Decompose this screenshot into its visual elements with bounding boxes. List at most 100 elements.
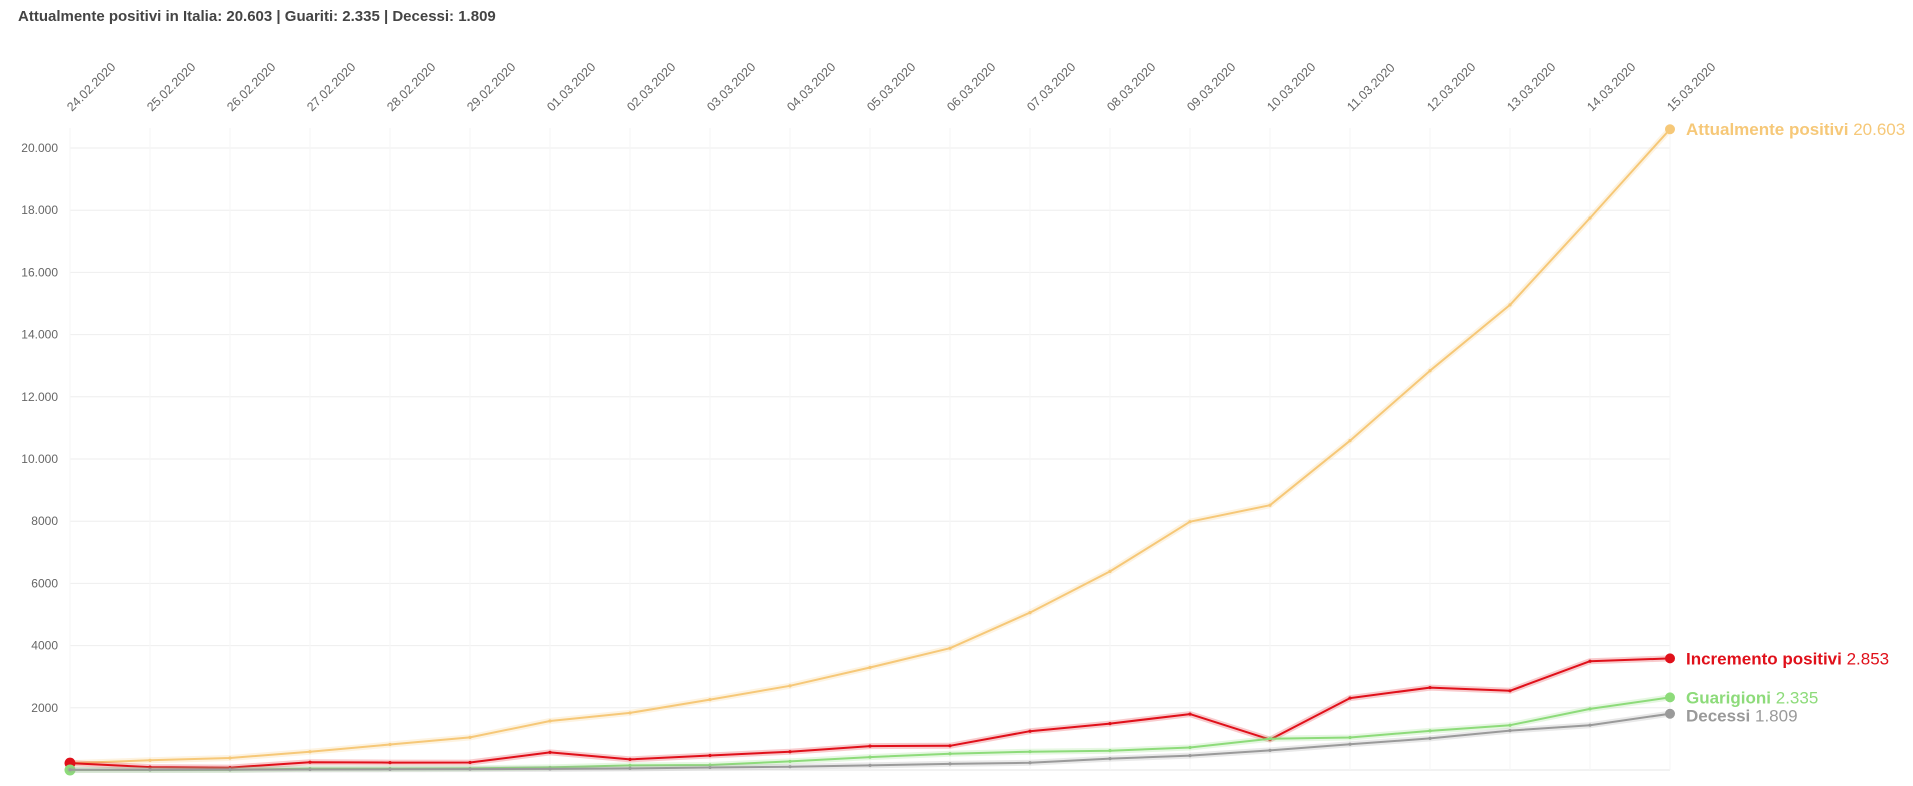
data-point-attualmente-positivi [868,665,872,670]
data-point-incremento-positivi [548,750,552,754]
end-marker-decessi [1665,708,1675,719]
data-point-decessi [1268,748,1272,752]
x-tick-label: 12.03.2020 [1424,60,1478,114]
x-tick-label: 04.03.2020 [784,60,838,114]
end-label-name: Incremento positivi [1686,649,1847,668]
data-point-incremento-positivi [1428,685,1432,690]
data-point-guarigioni [708,763,712,767]
data-point-attualmente-positivi [1028,611,1032,615]
data-point-decessi [948,762,952,766]
data-point-attualmente-positivi [1268,503,1272,507]
data-point-incremento-positivi [1588,659,1592,663]
data-point-attualmente-positivi [628,711,632,715]
data-point-incremento-positivi [308,760,312,764]
x-tick-label: 26.02.2020 [224,60,278,114]
data-point-attualmente-positivi [1508,303,1512,307]
x-tick-label: 27.02.2020 [304,60,358,114]
data-point-guarigioni [868,755,872,759]
data-point-decessi [868,763,872,767]
y-tick-label: 10.000 [21,452,58,466]
data-point-incremento-positivi [708,753,712,758]
y-axis-ticks: 2000 4000 6000 8000 10.000 12.000 14.000 16.000… [21,141,58,715]
data-point-decessi [1508,729,1512,733]
data-point-guarigioni [1588,707,1592,711]
data-point-incremento-positivi [148,765,152,769]
data-point-incremento-positivi [868,744,872,748]
x-tick-label: 02.03.2020 [624,60,678,114]
data-point-guarigioni [788,759,792,764]
end-marker-incremento-positivi [1665,653,1675,664]
data-point-decessi [1588,723,1592,727]
data-point-attualmente-positivi [1348,439,1352,443]
data-point-decessi [1348,742,1352,746]
x-tick-label: 03.03.2020 [704,60,758,114]
data-point-decessi [628,766,632,770]
x-tick-label: 05.03.2020 [864,60,918,114]
data-point-incremento-positivi [1188,712,1192,716]
x-tick-label: 06.03.2020 [944,60,998,114]
data-point-attualmente-positivi [1428,369,1432,373]
data-point-attualmente-positivi [948,646,952,650]
data-point-decessi [1188,754,1192,758]
y-tick-label: 12.000 [21,390,58,404]
y-tick-label: 14.000 [21,328,58,342]
x-tick-label: 08.03.2020 [1104,60,1158,114]
x-tick-label: 15.03.2020 [1664,60,1718,114]
grid-lines [69,128,1671,771]
data-point-attualmente-positivi [788,684,792,688]
end-labels: Attualmente positivi 20.603 Incremento po… [1665,120,1905,725]
data-point-incremento-positivi [948,744,952,748]
x-tick-label: 29.02.2020 [464,60,518,114]
data-point-incremento-positivi [1348,696,1352,700]
data-point-decessi [68,768,72,772]
end-label-decessi: Decessi 1.809 [1686,706,1798,725]
x-tick-label: 01.03.2020 [544,60,598,114]
data-point-decessi [788,765,792,769]
end-label-name: Attualmente positivi [1686,120,1853,139]
end-label-value: 2.335 [1776,688,1819,707]
data-point-decessi [468,767,472,771]
data-point-guarigioni [1028,750,1032,754]
data-point-decessi [708,765,712,770]
end-label-value: 20.603 [1853,120,1905,139]
data-point-decessi [1108,757,1112,761]
data-point-attualmente-positivi [548,719,552,723]
x-tick-label: 13.03.2020 [1504,60,1558,114]
data-point-guarigioni [948,752,952,756]
data-point-decessi [1428,736,1432,741]
data-point-guarigioni [1188,745,1192,750]
x-tick-label: 28.02.2020 [384,60,438,114]
data-point-decessi [388,767,392,771]
y-tick-label: 6000 [31,576,58,590]
data-point-attualmente-positivi [1588,216,1592,220]
data-point-attualmente-positivi [1108,569,1112,573]
y-tick-label: 20.000 [21,141,58,155]
data-point-incremento-positivi [1028,729,1032,733]
x-tick-label: 11.03.2020 [1344,61,1398,115]
data-point-attualmente-positivi [308,750,312,754]
data-point-decessi [228,768,232,772]
data-point-incremento-positivi [468,760,472,765]
data-point-decessi [308,767,312,772]
chart-title: Attualmente positivi in Italia: 20.603 |… [18,8,496,25]
data-point-incremento-positivi [1108,721,1112,726]
data-point-decessi [548,767,552,771]
data-point-incremento-positivi [388,760,392,765]
y-tick-label: 8000 [31,514,58,528]
data-point-attualmente-positivi [388,742,392,747]
x-tick-label: 09.03.2020 [1184,60,1238,114]
data-point-attualmente-positivi [228,756,232,760]
y-tick-label: 16.000 [21,265,58,279]
data-point-decessi [1028,761,1032,765]
end-label-name: Decessi [1686,706,1755,725]
y-tick-label: 18.000 [21,203,58,217]
data-point-incremento-positivi [788,750,792,754]
data-point-attualmente-positivi [1188,520,1192,524]
y-tick-label: 4000 [31,639,58,653]
data-point-decessi [148,768,152,772]
end-label-attualmente-positivi: Attualmente positivi 20.603 [1686,120,1905,139]
x-tick-label: 24.02.2020 [64,60,118,114]
end-marker-attualmente-positivi [1665,124,1675,135]
end-marker-guarigioni [1665,692,1675,703]
